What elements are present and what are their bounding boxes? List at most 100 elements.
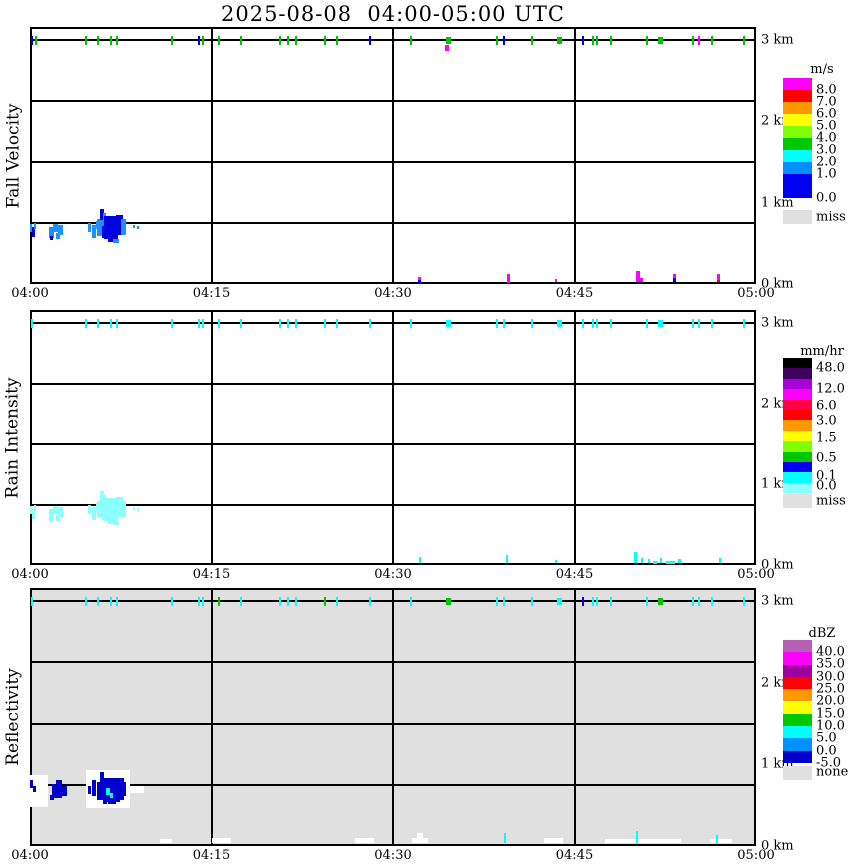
- y-axis-label-rain-intensity: Rain Intensity: [0, 310, 26, 565]
- top-tick: [198, 596, 201, 606]
- top-tick: [531, 35, 534, 45]
- legend-label: 35.0: [816, 656, 845, 672]
- time-label: 04:00: [11, 286, 49, 301]
- top-tick: [692, 318, 695, 328]
- gridline-vertical: [210, 310, 213, 565]
- legend-cell: [783, 102, 812, 114]
- top-tick: [239, 596, 242, 606]
- top-tick: [410, 35, 413, 45]
- legend-cell: [783, 441, 812, 452]
- gridline-vertical: [392, 27, 394, 284]
- echo-pixel: [53, 506, 58, 514]
- top-tick: [742, 596, 745, 606]
- gridline-horizontal: [30, 382, 756, 385]
- gridline-horizontal: [30, 222, 756, 224]
- legend-title-rain-intensity-legend: mm/hr: [800, 344, 844, 359]
- echo-pixel: [32, 509, 35, 519]
- time-label: 04:45: [555, 848, 594, 863]
- legend-label: 25.0: [816, 681, 845, 697]
- top-tick: [692, 35, 695, 45]
- top-tick: [286, 35, 289, 45]
- top-tick: [591, 35, 594, 45]
- legend-cell-missing: [783, 766, 812, 780]
- legend-cell: [783, 162, 812, 174]
- echo-pixel: [555, 279, 557, 282]
- echo-pixel: [121, 219, 126, 235]
- top-tick: [742, 35, 745, 45]
- echo-pixel: [653, 561, 657, 564]
- legend-cell: [783, 126, 812, 138]
- gridline-horizontal: [30, 161, 756, 163]
- top-tick: [609, 596, 612, 606]
- top-tick: [496, 596, 499, 606]
- top-tick: [503, 35, 506, 45]
- gridline-vertical: [573, 27, 576, 284]
- echo-pixel: [53, 224, 58, 232]
- top-tick: [324, 35, 327, 45]
- top-tick: [646, 35, 649, 45]
- top-tick: [646, 318, 649, 328]
- top-tick: [503, 318, 506, 328]
- time-label: 05:00: [737, 286, 775, 301]
- top-tick: [742, 318, 745, 328]
- top-tick: [96, 596, 99, 606]
- legend-cell: [783, 430, 812, 442]
- y-axis-label-fall-velocity: Fall Velocity: [0, 27, 26, 284]
- echo-pixel: [555, 560, 557, 563]
- legend-label: 0.5: [816, 450, 837, 466]
- legend-cell: [783, 399, 812, 410]
- gridline-horizontal: [30, 722, 756, 725]
- echo-pixel: [100, 491, 104, 502]
- top-tick: [198, 318, 201, 328]
- echo-pixel: [544, 838, 563, 843]
- echo-pixel: [113, 521, 119, 525]
- top-tick: [170, 596, 173, 606]
- time-label: 04:00: [11, 567, 49, 582]
- legend-label: 30.0: [816, 669, 845, 685]
- top-tick: [116, 35, 119, 45]
- top-tick: [581, 596, 584, 606]
- echo-pixel: [419, 557, 421, 563]
- legend-cell: [783, 640, 812, 653]
- echo-pixel: [50, 236, 53, 240]
- legend-label: 6.0: [816, 106, 837, 122]
- echo-pixel: [678, 559, 681, 563]
- top-tick: [96, 35, 99, 45]
- legend-cell: [783, 713, 812, 727]
- top-tick: [698, 596, 701, 606]
- top-tick: [596, 35, 599, 45]
- echo-pixel: [34, 223, 36, 229]
- echo-pixel: [30, 506, 32, 514]
- echo-pixel: [717, 274, 720, 280]
- legend-cell: [783, 378, 812, 390]
- echo-pixel: [716, 835, 718, 844]
- top-tick: [198, 35, 201, 45]
- echo-pixel: [719, 558, 721, 563]
- legend-cell: [783, 389, 812, 400]
- legend-label: 40.0: [816, 644, 845, 660]
- echo-pixel: [88, 786, 91, 794]
- echo-pixel: [504, 833, 506, 843]
- time-label: 05:00: [737, 567, 775, 582]
- echo-pixel: [641, 558, 643, 563]
- top-tick: [531, 318, 534, 328]
- echo-pixel: [28, 775, 48, 807]
- top-tick: [657, 597, 663, 605]
- echo-pixel: [108, 798, 116, 804]
- echo-pixel: [640, 278, 643, 282]
- km-label: 0 km: [761, 276, 794, 292]
- echo-pixel: [116, 778, 124, 800]
- echo-pixel: [636, 271, 640, 282]
- top-tick: [96, 318, 99, 328]
- legend-cell: [783, 358, 812, 369]
- gridline-horizontal: [30, 783, 756, 786]
- legend-label: 0.0: [816, 478, 837, 494]
- echo-pixel: [648, 559, 650, 563]
- time-label: 04:45: [555, 567, 594, 582]
- top-tick: [496, 35, 499, 45]
- gridline-horizontal: [30, 443, 756, 445]
- gridline-horizontal: [30, 503, 756, 506]
- top-tick: [646, 596, 649, 606]
- echo-pixel: [88, 223, 91, 232]
- top-tick: [31, 596, 34, 606]
